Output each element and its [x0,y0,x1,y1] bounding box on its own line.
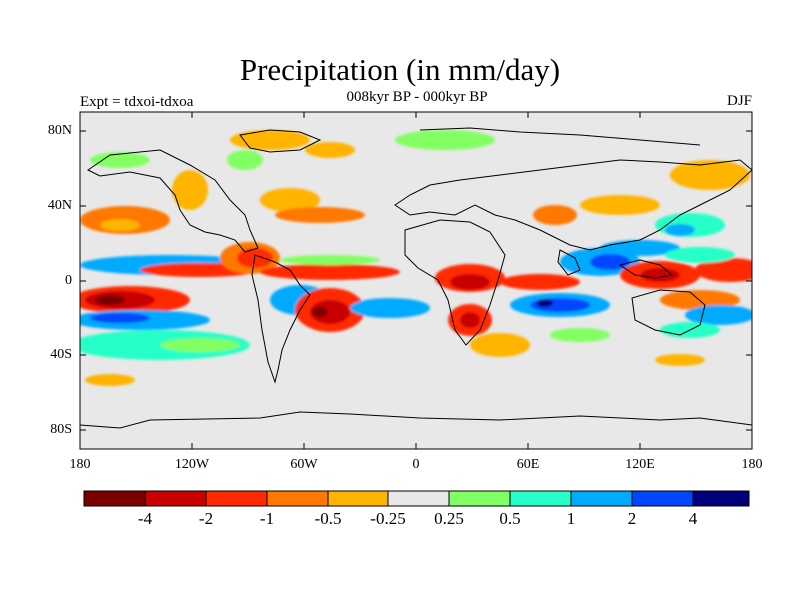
colorbar-box-2 [206,491,267,506]
lat-label-40n: 40N [47,198,72,213]
colorbar-box-0 [84,491,145,506]
colorbar-label: -0.25 [370,509,406,528]
colorbar-box-5 [388,491,449,506]
colorbar-box-9 [632,491,693,506]
colorbar-label: -2 [198,509,214,528]
lon-label-180e: 180 [741,457,763,472]
lon-label-0: 0 [412,457,420,472]
colorbar-box-8 [571,491,632,506]
map-subtitle: 008kyr BP - 000kyr BP [346,89,488,105]
experiment-label: Expt = tdxoi-tdxoa [80,94,194,110]
lat-label-40s: 40S [50,347,72,362]
colorbar-label: 0.5 [499,509,521,528]
lon-label-120e: 120E [625,457,655,472]
colorbar-box-10 [693,491,749,506]
colorbar-box-4 [328,491,388,506]
colorbar-box-7 [510,491,571,506]
lon-label-120w: 120W [174,457,210,472]
season-label: DJF [726,93,752,109]
colorbar-label: 2 [627,509,637,528]
colorbar-box-6 [449,491,510,506]
lon-label-180w: 180 [69,457,91,472]
colorbar [83,490,750,507]
lat-label-0: 0 [65,273,72,288]
colorbar-label: 4 [688,509,698,528]
colorbar-box-3 [267,491,328,506]
coastlines [80,127,752,429]
axis-ticks [80,112,752,449]
colorbar-label: -4 [137,509,153,528]
precipitation-field [80,112,752,449]
colorbar-label: 0.25 [434,509,464,528]
anomaly-patches [80,130,752,386]
colorbar-label: 1 [566,509,576,528]
lat-label-80s: 80S [50,422,72,437]
colorbar-label: -1 [259,509,275,528]
lat-label-80n: 80N [47,123,72,138]
colorbar-label: -0.5 [314,509,342,528]
map-title: Precipitation (in mm/day) [239,52,561,87]
lon-label-60w: 60W [290,457,318,472]
lon-label-60e: 60E [516,457,540,472]
colorbar-box-1 [145,491,206,506]
